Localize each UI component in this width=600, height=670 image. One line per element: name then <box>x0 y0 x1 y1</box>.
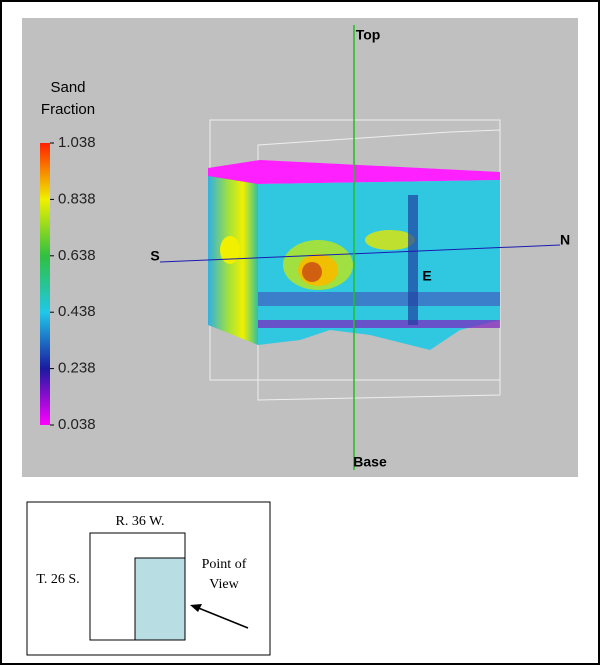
inset-label: View <box>209 577 239 592</box>
block <box>159 25 561 470</box>
inset-label: R. 36 W. <box>115 514 164 529</box>
colorbar-tick-label: 0.438 <box>58 303 96 320</box>
axis-label: Base <box>353 454 387 470</box>
colorbar-tick-label: 1.038 <box>58 134 96 151</box>
colorbar-title: Fraction <box>41 101 95 118</box>
inset-map: R. 36 W. T. 26 S. Point of View <box>26 501 271 656</box>
axis-label: Top <box>356 27 381 43</box>
inset-label: T. 26 S. <box>36 572 79 587</box>
colorbar: Sand Fraction 1.038 0.838 0.638 0.438 0.238 0… <box>40 79 96 433</box>
axis-label: E <box>422 268 431 284</box>
colorbar-tick-label: 0.238 <box>58 360 96 377</box>
colorbar-tick-label: 0.638 <box>58 247 96 264</box>
inset-label: Point of <box>202 557 247 572</box>
colorbar-ramp <box>40 143 50 425</box>
axis-label: N <box>560 232 570 248</box>
axis-label: S <box>150 248 159 264</box>
colorbar-title: Sand <box>50 79 85 96</box>
colorbar-tick-label: 0.838 <box>58 190 96 207</box>
colorbar-tick-label: 0.038 <box>58 416 96 433</box>
